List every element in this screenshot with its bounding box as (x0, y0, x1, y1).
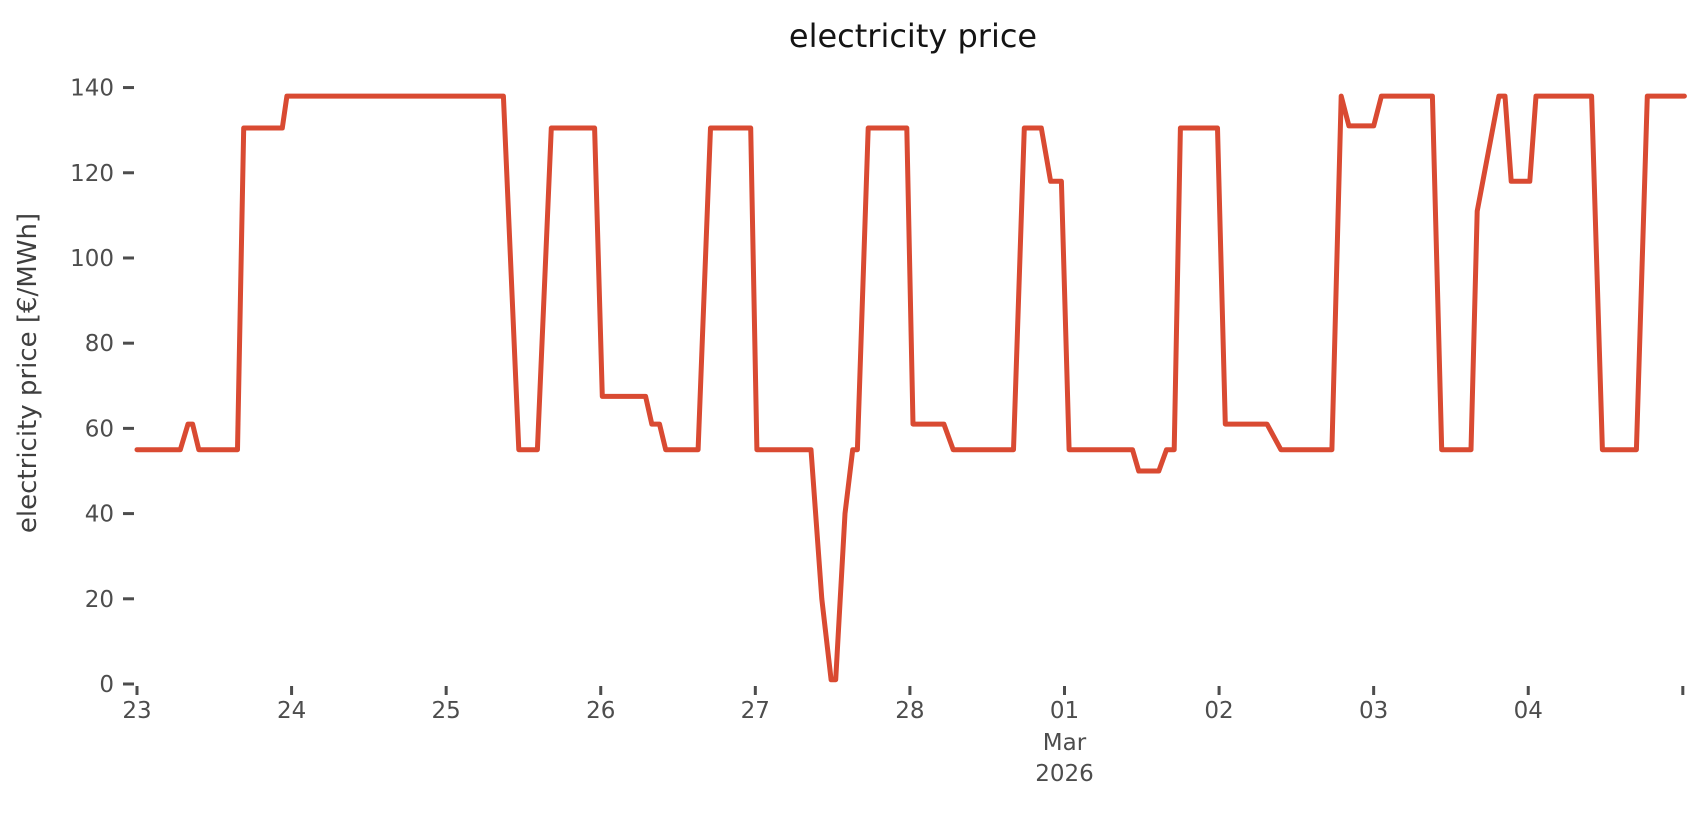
chart-title: electricity price (789, 17, 1037, 55)
y-tick-label: 100 (70, 246, 114, 272)
x-tick-label: 02 (1204, 698, 1233, 724)
x-secondary-month-label: Mar (1043, 730, 1087, 756)
x-tick-label: 25 (432, 698, 461, 724)
x-tick-label: 24 (277, 698, 306, 724)
y-tick-label: 60 (85, 416, 114, 442)
x-tick-label: 23 (122, 698, 151, 724)
y-tick-label: 120 (70, 161, 114, 187)
y-tick-label: 140 (70, 76, 114, 102)
x-secondary-label-group: Mar 2026 (1035, 730, 1094, 787)
price-line-series (134, 93, 1687, 683)
x-tick-label: 26 (586, 698, 615, 724)
x-tick-label: 01 (1050, 698, 1079, 724)
y-tick-label: 20 (85, 587, 114, 613)
x-tick-label: 27 (741, 698, 770, 724)
x-secondary-year-label: 2026 (1035, 761, 1094, 787)
x-tick-label: 04 (1514, 698, 1543, 724)
x-tick-label: 28 (895, 698, 924, 724)
y-tick-label: 80 (85, 331, 114, 357)
x-tick-group: 23 24 25 26 27 28 01 02 03 04 (122, 686, 1685, 724)
x-tick-label: 03 (1359, 698, 1388, 724)
y-axis-label: electricity price [€/MWh] (13, 213, 43, 533)
y-tick-label: 0 (99, 672, 114, 698)
y-tick-label: 40 (85, 502, 114, 528)
y-tick-group: 0 20 40 60 80 100 120 140 (70, 76, 134, 698)
